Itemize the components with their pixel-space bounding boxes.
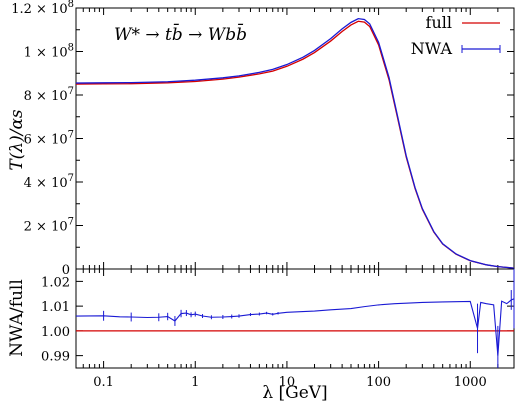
main-ticks: 0 2 × 107 4 × 107 6 × 107 8 × 107 1 × 108 1.2 …: [11, 0, 515, 278]
main-y-tick-label: 2 × 107: [24, 217, 74, 235]
main-y-tick-label: 8 × 107: [24, 86, 74, 104]
main-y-tick-label: 0: [62, 263, 70, 278]
ratio-series: [75, 269, 515, 368]
series-line-nwa: [75, 17, 515, 269]
x-tick-label: 10: [279, 375, 296, 390]
main-y-tick-label: 1 × 108: [24, 43, 74, 61]
ratio-panel: 0.1 1 10 100 1000 0.99 1.00 1.01 1.02 NWA/full λ…: [7, 268, 515, 403]
main-panel: 0 2 × 107 4 × 107 6 × 107 8 × 107 1 × 108 1.2 …: [7, 0, 515, 278]
process-label: W* → tb̄ → Wbb̄: [114, 22, 247, 45]
main-y-tick-label: 1.2 × 108: [11, 0, 74, 17]
ratio-ticks: 0.1 1 10 100 1000 0.99 1.00 1.01 1.02: [41, 269, 515, 390]
ratio-y-tick-label: 1.00: [41, 325, 70, 340]
ratio-y-tick-label: 1.02: [41, 275, 70, 290]
main-y-tick-label: 4 × 107: [24, 173, 74, 191]
main-y-axis-label: T(λ)/αs: [7, 109, 27, 171]
legend-label-full: full: [426, 13, 452, 32]
x-axis-label: λ [GeV]: [262, 383, 327, 403]
x-tick-label: 1: [191, 375, 199, 390]
main-series: [75, 17, 515, 269]
ratio-plot-frame: [75, 268, 515, 369]
main-y-tick-label: 6 × 107: [24, 130, 74, 148]
x-tick-label: 0.1: [93, 375, 114, 390]
x-tick-label: 1000: [454, 375, 487, 390]
legend: full NWA: [411, 13, 501, 58]
legend-label-nwa: NWA: [411, 39, 453, 58]
series-line-full: [75, 20, 515, 269]
ratio-series-line: [75, 298, 515, 356]
ratio-y-tick-label: 1.01: [41, 300, 70, 315]
ratio-y-axis-label: NWA/full: [7, 279, 27, 357]
ratio-y-tick-label: 0.99: [41, 350, 70, 365]
x-tick-label: 100: [366, 375, 391, 390]
